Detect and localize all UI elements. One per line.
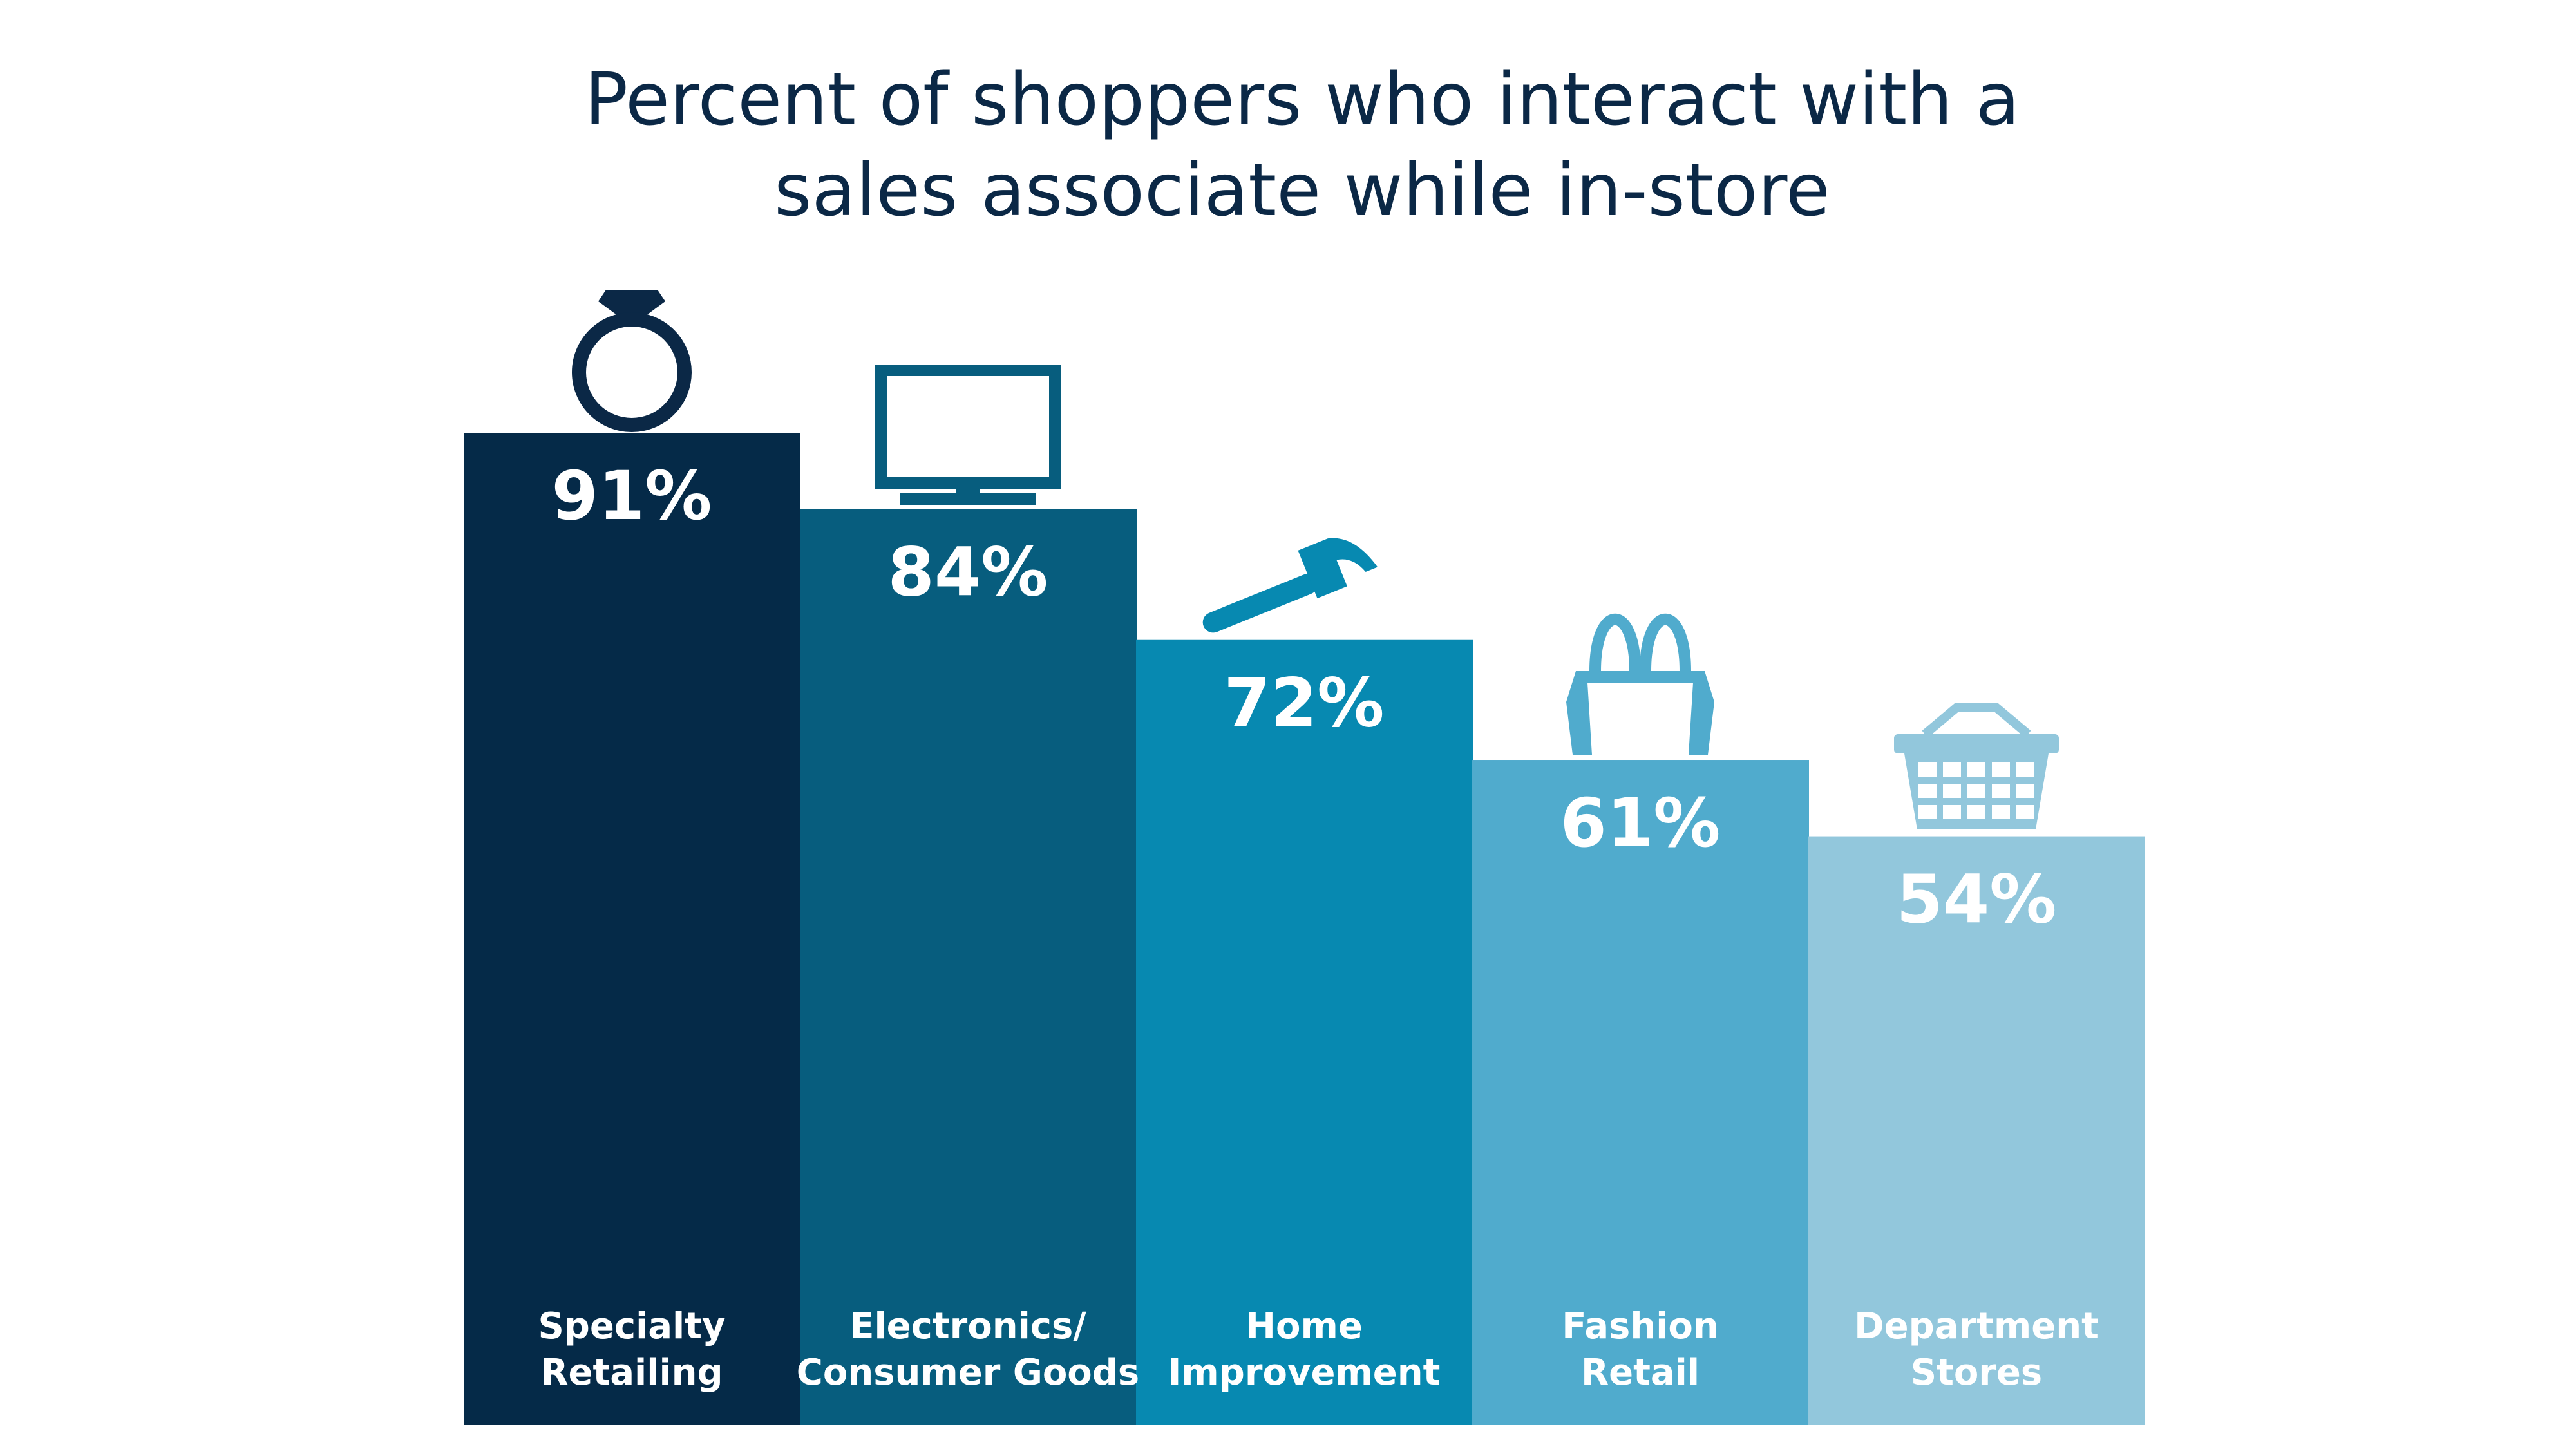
category-label-4-line-2: Retail xyxy=(1581,1352,1700,1394)
category-label-1-line-2: Retailing xyxy=(540,1352,723,1394)
category-label-3-line-2: Improvement xyxy=(1168,1352,1441,1394)
chart-title: Percent of shoppers who interact with a … xyxy=(0,55,2576,236)
bar-2 xyxy=(800,509,1137,1425)
value-label-5: 54% xyxy=(1897,860,2057,939)
chart-title-line-1: Percent of shoppers who interact with a xyxy=(584,58,2020,142)
monitor-icon xyxy=(875,365,1061,505)
category-label-3-line-1: Home xyxy=(1245,1305,1363,1347)
value-label-3: 72% xyxy=(1224,664,1385,743)
category-label-2-line-2: Consumer Goods xyxy=(797,1352,1139,1394)
shopping-basket-icon xyxy=(1894,703,2059,829)
shopping-bag-icon xyxy=(1566,614,1714,755)
chart-title-line-2: sales associate while in-store xyxy=(774,149,1830,232)
category-label-5-line-1: Department xyxy=(1854,1305,2099,1347)
category-label-2-line-1: Electronics/ xyxy=(849,1305,1086,1347)
bar-4 xyxy=(1472,760,1809,1425)
category-label-5-line-2: Stores xyxy=(1911,1352,2043,1394)
category-label-4-line-1: Fashion xyxy=(1562,1305,1719,1347)
value-label-2: 84% xyxy=(888,533,1048,612)
hammer-icon xyxy=(1202,538,1378,633)
category-label-1-line-1: Specialty xyxy=(538,1305,725,1347)
value-label-1: 91% xyxy=(552,457,712,535)
value-label-4: 61% xyxy=(1560,784,1721,862)
bar-3 xyxy=(1136,639,1473,1425)
diamond-ring-icon xyxy=(572,290,692,432)
bar-5 xyxy=(1808,836,2145,1425)
bar-1 xyxy=(464,433,800,1425)
